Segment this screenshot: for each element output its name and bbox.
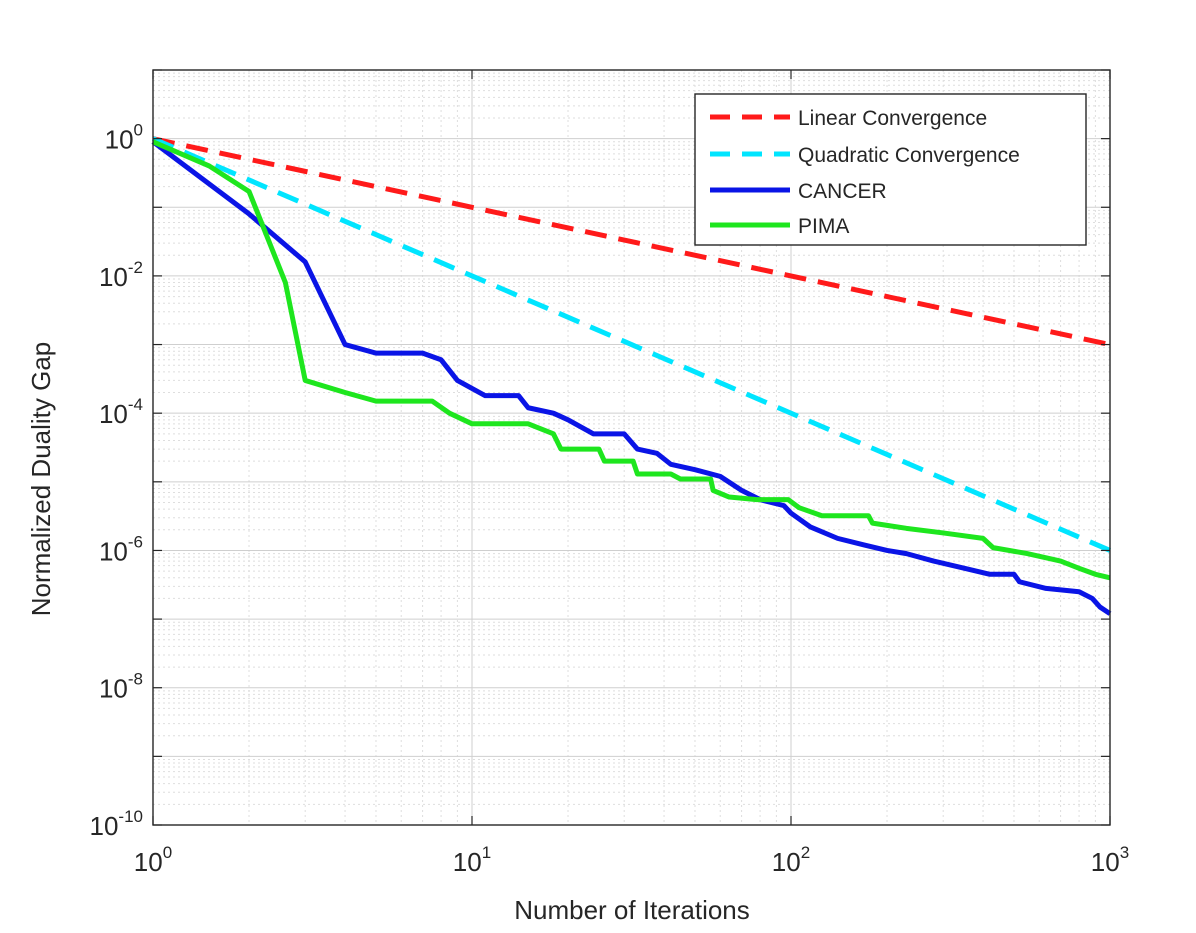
axes-box <box>152 69 1111 826</box>
y-axis-label: Normalized Duality Gap <box>26 342 56 617</box>
tick-marks <box>152 69 1111 826</box>
series-line-pima <box>152 139 1111 581</box>
x-axis-label: Number of Iterations <box>514 895 750 925</box>
legend-label-quadratic: Quadratic Convergence <box>798 144 1020 167</box>
y-tick-label: 10-10 <box>90 807 144 841</box>
legend-label-cancer: CANCER <box>798 180 887 203</box>
y-tick-label: 10-6 <box>99 532 143 566</box>
series-line-quadratic-convergence <box>152 136 1111 553</box>
series-line-cancer <box>151 139 1112 616</box>
y-tick-label: 10-2 <box>99 258 143 292</box>
x-tick-label: 103 <box>1091 843 1129 877</box>
series-layer <box>151 136 1112 616</box>
series-line-linear-convergence <box>152 136 1111 347</box>
legend-label-pima: PIMA <box>798 215 849 238</box>
y-tick-label: 10-8 <box>99 670 143 704</box>
y-tick-label: 100 <box>105 121 143 155</box>
x-tick-label: 101 <box>453 843 491 877</box>
legend: Linear Convergence Quadratic Convergence… <box>694 93 1087 246</box>
y-tick-label: 10-4 <box>99 395 143 429</box>
x-tick-label: 100 <box>134 843 172 877</box>
tick-labels: 100 101 102 103 100 10-2 10-4 10-6 10-8 10-10 <box>90 121 1130 877</box>
legend-label-linear: Linear Convergence <box>798 107 987 130</box>
x-tick-label: 102 <box>772 843 810 877</box>
